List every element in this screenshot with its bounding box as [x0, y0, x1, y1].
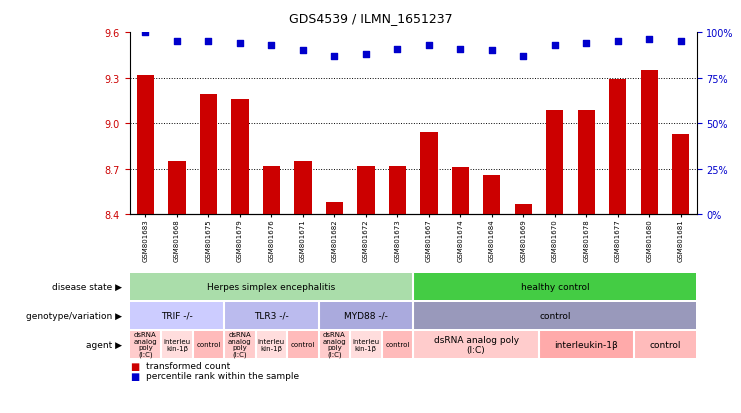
Bar — [225, 302, 319, 329]
Point — [234, 40, 246, 47]
Bar — [288, 331, 319, 358]
Text: MYD88 -/-: MYD88 -/- — [344, 311, 388, 320]
Bar — [326, 203, 343, 215]
Text: disease state ▶: disease state ▶ — [53, 282, 122, 291]
Bar — [609, 80, 626, 215]
Text: dsRNA
analog
poly
(I:C): dsRNA analog poly (I:C) — [322, 332, 346, 357]
Point — [391, 46, 403, 53]
Bar — [193, 331, 224, 358]
Bar — [130, 331, 161, 358]
Text: control: control — [290, 342, 315, 347]
Point — [265, 43, 277, 49]
Bar — [130, 302, 224, 329]
Text: GDS4539 / ILMN_1651237: GDS4539 / ILMN_1651237 — [289, 12, 452, 25]
Text: interleu
kin-1β: interleu kin-1β — [352, 338, 379, 351]
Point — [202, 39, 214, 45]
Point — [423, 43, 435, 49]
Point — [549, 43, 561, 49]
Text: interleukin-1β: interleukin-1β — [554, 340, 618, 349]
Bar — [137, 76, 154, 215]
Text: TRIF -/-: TRIF -/- — [161, 311, 193, 320]
Bar — [389, 166, 406, 215]
Text: TLR3 -/-: TLR3 -/- — [254, 311, 289, 320]
Text: control: control — [649, 340, 681, 349]
Bar — [319, 331, 350, 358]
Text: dsRNA analog poly
(I:C): dsRNA analog poly (I:C) — [433, 335, 519, 354]
Bar — [515, 204, 532, 215]
Bar — [672, 135, 689, 215]
Point — [360, 52, 372, 58]
Bar — [382, 331, 413, 358]
Bar — [168, 162, 185, 215]
Bar — [420, 133, 437, 215]
Text: control: control — [385, 342, 410, 347]
Text: percentile rank within the sample: percentile rank within the sample — [146, 371, 299, 380]
Point — [139, 30, 151, 36]
Text: ■: ■ — [130, 371, 139, 381]
Bar — [641, 71, 658, 215]
Point — [580, 40, 592, 47]
Bar — [413, 273, 697, 300]
Bar — [263, 166, 280, 215]
Bar — [357, 166, 374, 215]
Point — [643, 37, 655, 44]
Bar — [413, 302, 697, 329]
Point — [612, 39, 624, 45]
Point — [675, 39, 687, 45]
Bar — [546, 110, 563, 215]
Bar — [225, 331, 256, 358]
Bar — [294, 162, 311, 215]
Bar — [162, 331, 193, 358]
Point — [328, 53, 340, 60]
Bar — [483, 176, 500, 215]
Point — [297, 48, 309, 55]
Text: dsRNA
analog
poly
(I:C): dsRNA analog poly (I:C) — [228, 332, 252, 357]
Bar — [413, 331, 539, 358]
Text: ■: ■ — [130, 361, 139, 370]
Text: genotype/variation ▶: genotype/variation ▶ — [26, 311, 122, 320]
Point — [454, 46, 466, 53]
Text: transformed count: transformed count — [146, 361, 230, 370]
Text: interleu
kin-1β: interleu kin-1β — [258, 338, 285, 351]
Bar — [452, 168, 469, 215]
Point — [486, 48, 498, 55]
Point — [517, 53, 529, 60]
Bar — [350, 331, 382, 358]
Text: dsRNA
analog
poly
(I:C): dsRNA analog poly (I:C) — [133, 332, 157, 357]
Point — [171, 39, 183, 45]
Bar — [319, 302, 413, 329]
Text: agent ▶: agent ▶ — [86, 340, 122, 349]
Bar — [539, 331, 634, 358]
Text: interleu
kin-1β: interleu kin-1β — [163, 338, 190, 351]
Bar — [231, 100, 248, 215]
Bar — [578, 110, 595, 215]
Text: control: control — [539, 311, 571, 320]
Bar — [200, 95, 217, 215]
Text: healthy control: healthy control — [520, 282, 589, 291]
Text: control: control — [196, 342, 221, 347]
Text: Herpes simplex encephalitis: Herpes simplex encephalitis — [207, 282, 336, 291]
Bar — [256, 331, 287, 358]
Bar — [130, 273, 413, 300]
Bar — [634, 331, 697, 358]
